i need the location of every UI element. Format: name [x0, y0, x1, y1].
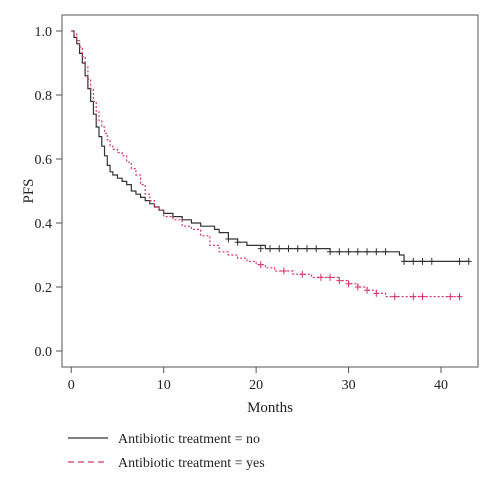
- censor-mark: [410, 257, 417, 265]
- legend-label-no: Antibiotic treatment = no: [118, 432, 260, 447]
- y-axis: 0.0 0.2 0.4 0.6 0.8 1.0: [35, 25, 62, 360]
- censor-mark: [234, 238, 241, 246]
- series-group: [71, 30, 472, 301]
- censor-mark: [410, 293, 417, 301]
- censor-mark: [257, 245, 264, 253]
- y-tick-label: 0.6: [35, 153, 53, 168]
- censor-mark: [327, 248, 334, 256]
- x-axis: 0 10 20 30 40: [68, 367, 448, 393]
- censor-mark: [465, 257, 472, 265]
- y-tick-label: 0.4: [35, 217, 53, 232]
- censor-mark: [257, 261, 264, 269]
- censor-mark: [354, 283, 361, 291]
- censor-mark: [364, 248, 371, 256]
- series-line-yes: [71, 30, 460, 298]
- censor-mark: [285, 245, 292, 253]
- censor-mark: [327, 273, 334, 281]
- x-tick-label: 40: [434, 378, 448, 393]
- x-tick-label: 0: [68, 378, 75, 393]
- censor-mark: [267, 245, 273, 253]
- x-axis-label: Months: [247, 400, 293, 416]
- legend: Antibiotic treatment = no Antibiotic tre…: [68, 432, 265, 471]
- censor-mark: [345, 280, 352, 288]
- censor-mark: [345, 248, 352, 256]
- censor-mark: [303, 245, 310, 253]
- censor-mark: [419, 257, 426, 265]
- censor-mark: [280, 267, 287, 275]
- censor-mark: [317, 273, 324, 281]
- censor-mark: [391, 293, 398, 301]
- y-tick-label: 0.0: [35, 345, 53, 360]
- censor-mark: [276, 245, 283, 253]
- plot-frame: [61, 14, 479, 368]
- censor-mark: [294, 245, 301, 253]
- censor-mark: [336, 277, 343, 285]
- x-tick-label: 30: [342, 378, 356, 393]
- y-tick-label: 0.2: [35, 281, 53, 296]
- censor-mark: [456, 293, 463, 301]
- censor-mark: [428, 257, 435, 265]
- y-tick-label: 1.0: [35, 25, 53, 40]
- y-axis-label: PFS: [21, 178, 37, 203]
- censor-mark: [382, 248, 389, 256]
- censor-mark: [456, 257, 463, 265]
- x-tick-label: 10: [157, 378, 171, 393]
- y-tick-label: 0.8: [35, 89, 53, 104]
- series-line-no: [71, 30, 469, 262]
- censor-mark: [401, 257, 408, 265]
- censor-mark: [354, 248, 361, 256]
- censor-mark: [373, 289, 380, 297]
- censor-mark: [364, 286, 371, 294]
- legend-label-yes: Antibiotic treatment = yes: [118, 456, 265, 471]
- censor-mark: [299, 270, 306, 278]
- censor-mark: [225, 235, 232, 243]
- censor-mark: [336, 248, 343, 256]
- censor-mark: [447, 293, 454, 301]
- censor-mark: [313, 245, 320, 253]
- censor-mark: [373, 248, 380, 256]
- censor-mark: [419, 293, 426, 301]
- x-tick-label: 20: [249, 378, 263, 393]
